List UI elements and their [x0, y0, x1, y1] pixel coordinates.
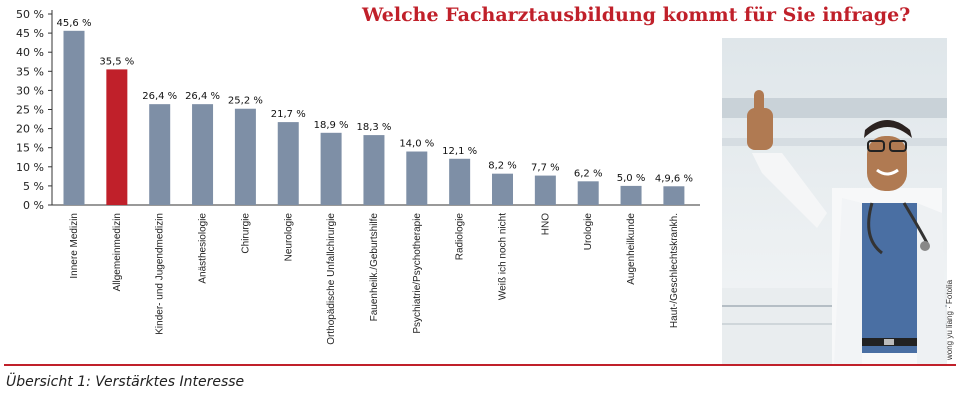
category-label: Weiß ich noch nicht — [498, 213, 509, 300]
y-tick-label: 0 % — [23, 199, 44, 212]
value-label: 5,0 % — [617, 173, 646, 184]
category-label: Radiologie — [455, 213, 466, 261]
doctor-photo — [722, 38, 947, 364]
category-label: Innere Medizin — [69, 213, 80, 279]
value-label: 4,9,6 % — [655, 173, 693, 184]
bar — [106, 69, 128, 205]
category-label: Augenheilkunde — [626, 213, 637, 285]
bar — [406, 151, 428, 205]
x-labels: Innere Medizin Allgemeinmedizin Kinder- un… — [69, 213, 680, 345]
value-label: 35,5 % — [99, 56, 134, 67]
chart-title: Welche Facharztausbildung kommt für Sie … — [362, 4, 911, 26]
value-label: 25,2 % — [228, 96, 263, 107]
value-label: 12,1 % — [442, 146, 477, 157]
category-label: Kinder- und Jugendmedizin — [155, 213, 166, 335]
value-label: 6,2 % — [574, 168, 603, 179]
category-label: Orthopädische Unfallchirurgie — [326, 213, 337, 345]
caption: Übersicht 1: Verstärktes Interesse — [6, 374, 245, 390]
y-tick-label: 50 % — [16, 8, 44, 21]
category-label: HNO — [540, 213, 551, 235]
y-tick-label: 35 % — [16, 65, 44, 78]
bar — [192, 104, 214, 205]
y-tick-label: 25 % — [16, 104, 44, 117]
y-tick-label: 30 % — [16, 84, 44, 97]
bar-chart: 0 % 5 % 10 % 15 % 20 % 25 % 30 % 35 % 40 % 45 % 50… — [16, 8, 700, 345]
bar — [149, 104, 171, 205]
y-tick-label: 20 % — [16, 123, 44, 136]
bar — [620, 185, 642, 205]
value-label: 7,7 % — [531, 163, 560, 174]
category-label: Chirurgie — [240, 213, 251, 254]
bar — [63, 30, 85, 206]
bar — [534, 175, 556, 205]
y-tick-label: 15 % — [16, 142, 44, 155]
y-tick-label: 45 % — [16, 27, 44, 40]
value-label: 18,3 % — [356, 122, 391, 133]
y-tick-label: 40 % — [16, 46, 44, 59]
category-label: Fauenheilk./Geburtshilfe — [369, 213, 380, 322]
bar — [277, 122, 299, 205]
value-labels: 45,6 % 35,5 % 26,4 % 26,4 % 25,2 % 21,7 % 18,9… — [57, 18, 693, 184]
value-label: 21,7 % — [271, 109, 306, 120]
category-label: Neurologie — [283, 213, 294, 262]
bar — [663, 186, 685, 205]
bottom-rule — [4, 364, 956, 366]
y-axis: 0 % 5 % 10 % 15 % 20 % 25 % 30 % 35 % 40 % 45 % 50… — [16, 8, 700, 212]
bar — [363, 135, 385, 205]
value-label: 26,4 % — [185, 91, 220, 102]
photo-credit: wong yu liang · Fotolia — [945, 279, 954, 360]
category-label: Anästhesiologie — [198, 213, 209, 284]
bar — [234, 108, 256, 205]
bars — [63, 30, 685, 206]
category-label: Urologie — [583, 213, 594, 251]
y-tick-label: 10 % — [16, 161, 44, 174]
category-label: Psychiatrie/Psychotherapie — [412, 213, 423, 334]
bar — [320, 132, 342, 205]
value-label: 18,9 % — [314, 120, 349, 131]
bar — [577, 181, 599, 205]
value-label: 14,0 % — [399, 139, 434, 150]
category-label: Allgemeinmedizin — [112, 213, 123, 291]
value-label: 45,6 % — [57, 18, 92, 29]
value-label: 8,2 % — [488, 161, 517, 172]
value-label: 26,4 % — [142, 91, 177, 102]
bar — [449, 158, 471, 205]
category-label: Haut-/Geschlechtskrankh. — [669, 213, 680, 328]
y-tick-label: 5 % — [23, 180, 44, 193]
bar — [492, 173, 513, 205]
